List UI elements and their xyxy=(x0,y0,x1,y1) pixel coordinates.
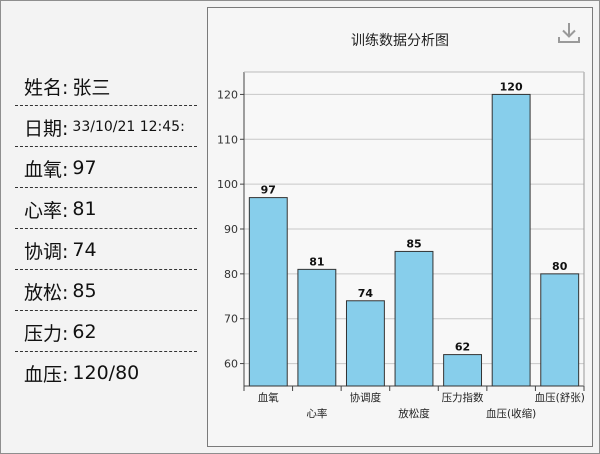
y-tick-label: 70 xyxy=(224,313,238,326)
y-tick-label: 90 xyxy=(224,223,238,236)
info-row-pressure: 压力: 62 xyxy=(15,313,197,352)
heart-rate-label: 心率: xyxy=(24,199,69,222)
info-row-blood-pressure: 血压: 120/80 xyxy=(15,354,197,392)
bar xyxy=(394,250,434,387)
y-tick-label: 80 xyxy=(224,268,238,281)
x-category-label: 血氧 xyxy=(258,391,279,404)
bar-value-label: 80 xyxy=(552,260,568,273)
bar-value-label: 81 xyxy=(309,255,324,268)
bar xyxy=(491,93,531,387)
bar-value-label: 120 xyxy=(500,80,523,93)
y-tick-label: 110 xyxy=(217,133,238,146)
chart-title: 训练数据分析图 xyxy=(351,33,449,49)
date-label: 日期: xyxy=(24,117,69,140)
download-icon[interactable] xyxy=(556,20,582,46)
y-tick-label: 120 xyxy=(217,88,238,101)
info-panel: 姓名: 张三 日期: 33/10/21 12:45: 血氧: 97 心率: 81… xyxy=(15,67,197,394)
info-row-heart-rate: 心率: 81 xyxy=(15,190,197,229)
bar xyxy=(248,197,288,387)
bar-value-label: 85 xyxy=(406,237,421,250)
x-category-label: 血压(收缩) xyxy=(486,407,536,420)
bar-value-label: 62 xyxy=(455,341,470,354)
blood-pressure-label: 血压: xyxy=(24,363,69,386)
info-row-date: 日期: 33/10/21 12:45: xyxy=(15,108,197,147)
date-value: 33/10/21 12:45: xyxy=(72,119,185,135)
coordination-label: 协调: xyxy=(24,240,69,263)
bar xyxy=(443,354,483,387)
relax-value: 85 xyxy=(72,280,97,302)
bar xyxy=(297,268,337,387)
info-row-spo2: 血氧: 97 xyxy=(15,149,197,188)
info-row-coordination: 协调: 74 xyxy=(15,231,197,270)
y-tick-label: 100 xyxy=(217,178,238,191)
x-category-label: 血压(舒张) xyxy=(535,391,585,404)
bar-value-label: 97 xyxy=(261,184,276,197)
spo2-value: 97 xyxy=(72,157,97,179)
x-category-label: 心率 xyxy=(306,407,327,420)
x-category-label: 协调度 xyxy=(350,391,382,404)
heart-rate-value: 81 xyxy=(72,198,97,220)
y-tick-label: 60 xyxy=(224,358,238,371)
spo2-label: 血氧: xyxy=(24,158,69,181)
relax-label: 放松: xyxy=(24,281,69,304)
pressure-label: 压力: xyxy=(24,322,69,345)
bar-value-label: 74 xyxy=(358,287,374,300)
bar xyxy=(345,300,385,387)
x-category-label: 放松度 xyxy=(398,407,430,420)
bar-chart: 60 70 80 90 100 110 120 97 血氧 81 心率 74 协调度 85 放松度 62 压力指… xyxy=(217,71,585,420)
info-row-name: 姓名: 张三 xyxy=(15,67,197,106)
info-row-relax: 放松: 85 xyxy=(15,272,197,311)
bar xyxy=(540,273,580,387)
name-label: 姓名: xyxy=(24,76,69,99)
name-value: 张三 xyxy=(72,76,111,99)
x-category-label: 压力指数 xyxy=(442,391,484,404)
coordination-value: 74 xyxy=(72,239,97,261)
pressure-value: 62 xyxy=(72,321,97,343)
chart-panel: 训练数据分析图 60 70 80 90 100 110 120 97 血氧 81 心率 74 协调度 85… xyxy=(207,7,593,447)
blood-pressure-value: 120/80 xyxy=(72,362,140,384)
